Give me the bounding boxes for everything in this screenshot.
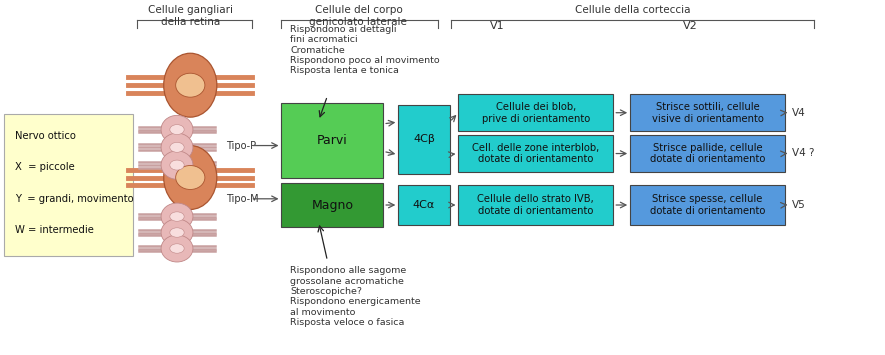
Text: Cell. delle zone interblob,
dotate di orientamento: Cell. delle zone interblob, dotate di or… [473, 143, 599, 164]
Ellipse shape [164, 146, 217, 209]
Text: Strisce spesse, cellule
dotate di orientamento: Strisce spesse, cellule dotate di orient… [650, 194, 766, 216]
Ellipse shape [161, 219, 193, 246]
Text: Parvi: Parvi [317, 134, 348, 147]
FancyBboxPatch shape [458, 135, 613, 172]
Text: Cellule dello strato IVB,
dotate di orientamento: Cellule dello strato IVB, dotate di orie… [478, 194, 594, 216]
Ellipse shape [161, 115, 193, 144]
Ellipse shape [170, 212, 184, 221]
Ellipse shape [161, 133, 193, 162]
FancyBboxPatch shape [630, 185, 785, 225]
Text: Cellule del corpo
genicolato laterale: Cellule del corpo genicolato laterale [310, 5, 407, 27]
Text: Nervo ottico: Nervo ottico [15, 131, 76, 141]
Text: V4: V4 [792, 108, 806, 118]
Text: Cellule della corteccia: Cellule della corteccia [575, 5, 690, 15]
Text: V1: V1 [490, 21, 504, 31]
Ellipse shape [170, 228, 184, 237]
Text: 4Cα: 4Cα [412, 200, 435, 210]
Text: Y  = grandi, movimento: Y = grandi, movimento [15, 194, 134, 204]
Text: Tipo-M: Tipo-M [226, 194, 258, 204]
Text: V5: V5 [792, 200, 806, 210]
FancyBboxPatch shape [630, 94, 785, 131]
FancyBboxPatch shape [281, 183, 383, 227]
Text: Rispondono alle sagome
grossolane acromatiche
Steroscopiche?
Rispondono energica: Rispondono alle sagome grossolane acroma… [290, 266, 421, 327]
Text: X  = piccole: X = piccole [15, 162, 75, 172]
FancyBboxPatch shape [398, 105, 450, 174]
Ellipse shape [164, 53, 217, 117]
FancyBboxPatch shape [458, 94, 613, 131]
Text: Tipo-P: Tipo-P [226, 141, 256, 151]
Ellipse shape [170, 125, 184, 135]
FancyBboxPatch shape [4, 114, 133, 256]
Text: Rispondono ai dettagli
fini acromatici
Cromatiche
Rispondono poco al movimento
R: Rispondono ai dettagli fini acromatici C… [290, 25, 440, 76]
FancyBboxPatch shape [398, 185, 450, 225]
Text: V2: V2 [683, 21, 697, 31]
Text: Cellule gangliari
della retina: Cellule gangliari della retina [148, 5, 233, 27]
FancyBboxPatch shape [630, 135, 785, 172]
FancyBboxPatch shape [281, 103, 383, 178]
Ellipse shape [170, 160, 184, 170]
Ellipse shape [175, 73, 205, 97]
Text: Strisce pallide, cellule
dotate di orientamento: Strisce pallide, cellule dotate di orien… [650, 143, 766, 164]
Text: 4Cβ: 4Cβ [413, 134, 435, 144]
Ellipse shape [161, 235, 193, 262]
Ellipse shape [175, 165, 205, 190]
Text: Magno: Magno [312, 198, 353, 212]
Ellipse shape [170, 142, 184, 152]
Ellipse shape [170, 244, 184, 253]
FancyBboxPatch shape [458, 185, 613, 225]
Text: Cellule dei blob,
prive di orientamento: Cellule dei blob, prive di orientamento [481, 102, 590, 124]
Text: W = intermedie: W = intermedie [15, 225, 94, 235]
Ellipse shape [161, 203, 193, 230]
Text: Strisce sottili, cellule
visive di orientamento: Strisce sottili, cellule visive di orien… [651, 102, 764, 124]
Ellipse shape [161, 151, 193, 179]
Text: V4 ?: V4 ? [792, 148, 814, 158]
